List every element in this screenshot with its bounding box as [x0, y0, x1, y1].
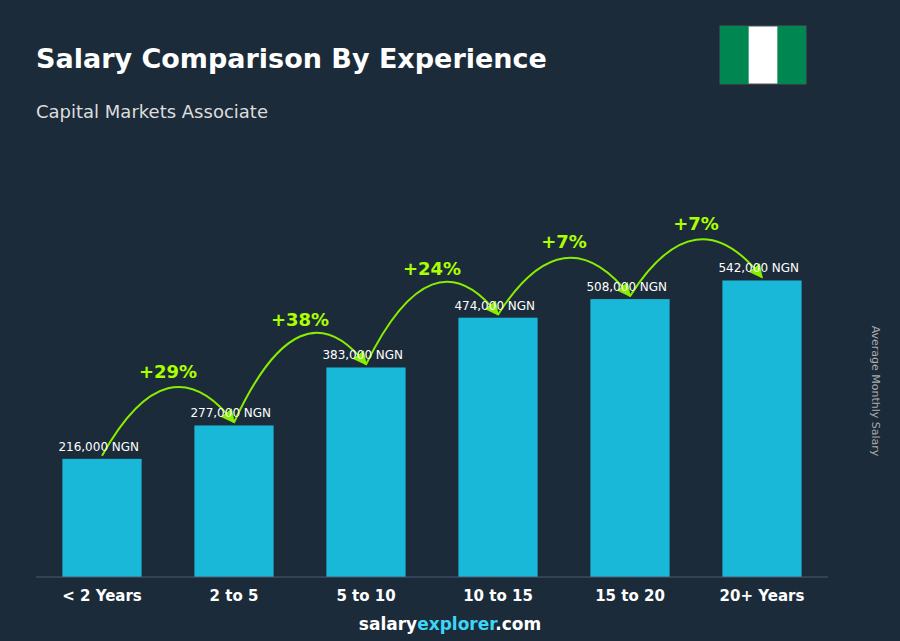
y-axis-label: Average Monthly Salary: [869, 326, 882, 457]
watermark: salaryexplorer.com: [359, 614, 541, 634]
data-label: 216,000 NGN: [58, 440, 139, 454]
x-tick-label: < 2 Years: [62, 587, 142, 605]
x-tick-label: 15 to 20: [595, 587, 665, 605]
annotation: +29%: [139, 361, 197, 382]
data-label: 277,000 NGN: [190, 406, 271, 420]
bars: [62, 280, 801, 577]
arrows: [102, 239, 762, 456]
annotation: +38%: [271, 309, 329, 330]
watermark-part: explorer: [417, 614, 498, 634]
watermark-part: salary: [359, 614, 417, 634]
data-label: 508,000 NGN: [586, 280, 667, 294]
flag-green: [777, 26, 806, 84]
watermark-part: .com: [495, 614, 541, 634]
annotation: +7%: [673, 213, 719, 234]
subtitle: Capital Markets Associate: [36, 101, 268, 122]
data-label: 542,000 NGN: [718, 261, 799, 275]
x-tick-label: 2 to 5: [210, 587, 259, 605]
bar: [722, 280, 801, 577]
flag: [720, 26, 806, 84]
bar: [62, 459, 141, 577]
bar: [458, 318, 537, 577]
flag-green: [720, 26, 749, 84]
bar: [194, 425, 273, 577]
data-label: 474,000 NGN: [454, 299, 535, 313]
chart: Salary Comparison By Experience Capital M…: [0, 0, 900, 641]
x-tick-label: 20+ Years: [720, 587, 805, 605]
background: [0, 0, 900, 641]
data-label: 383,000 NGN: [322, 348, 403, 362]
title: Salary Comparison By Experience: [36, 43, 547, 74]
flag-white: [720, 26, 806, 84]
annotation: +7%: [541, 231, 587, 252]
x-tick-label: 5 to 10: [336, 587, 395, 605]
annotation: +24%: [403, 258, 461, 279]
x-axis-line: [36, 577, 828, 578]
x-tick-label: 10 to 15: [463, 587, 533, 605]
bar: [590, 299, 669, 577]
bar: [326, 367, 405, 577]
